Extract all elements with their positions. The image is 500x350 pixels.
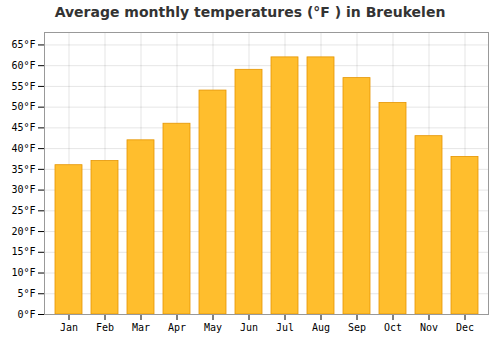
svg-text:May: May [204, 322, 222, 333]
svg-text:40°F: 40°F [11, 143, 35, 154]
svg-text:0°F: 0°F [17, 309, 35, 320]
svg-text:Nov: Nov [420, 322, 438, 333]
svg-text:Feb: Feb [96, 322, 114, 333]
svg-text:Oct: Oct [384, 322, 402, 333]
svg-text:65°F: 65°F [11, 39, 35, 50]
svg-text:20°F: 20°F [11, 226, 35, 237]
svg-text:Dec: Dec [456, 322, 474, 333]
svg-text:Sep: Sep [348, 322, 366, 333]
svg-text:Mar: Mar [132, 322, 150, 333]
svg-text:Jan: Jan [60, 322, 78, 333]
svg-text:60°F: 60°F [11, 60, 35, 71]
html-text:Average monthly temperatures (: Average monthly temperatures (°F ) in Br… [54, 4, 446, 20]
svg-text:55°F: 55°F [11, 81, 35, 92]
svg-text:Aug: Aug [312, 322, 330, 333]
svg-text:30°F: 30°F [11, 184, 35, 195]
svg-text:Jun: Jun [240, 322, 258, 333]
svg-text:45°F: 45°F [11, 122, 35, 133]
svg-text:Apr: Apr [168, 322, 186, 333]
svg-text:35°F: 35°F [11, 164, 35, 175]
svg-text:Jul: Jul [276, 322, 294, 333]
svg-text:5°F: 5°F [17, 288, 35, 299]
svg-text:15°F: 15°F [11, 246, 35, 257]
svg-text:25°F: 25°F [11, 205, 35, 216]
svg-text:50°F: 50°F [11, 101, 35, 112]
svg-text:10°F: 10°F [11, 267, 35, 278]
